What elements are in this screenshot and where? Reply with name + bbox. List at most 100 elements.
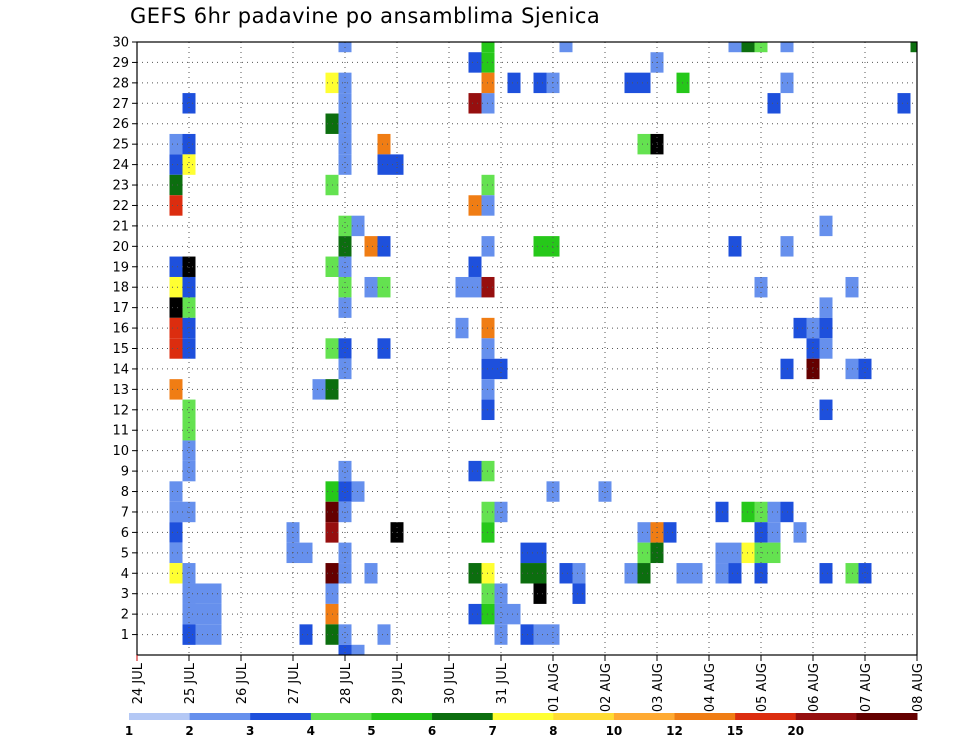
x-tick-label: 31 JUL bbox=[495, 662, 510, 704]
heatmap-cell bbox=[169, 256, 183, 277]
heatmap-cell bbox=[169, 481, 183, 502]
y-tick-label: 18 bbox=[112, 281, 129, 296]
heatmap-cell bbox=[182, 338, 196, 359]
heatmap-cell bbox=[728, 563, 742, 584]
heatmap-cell bbox=[819, 399, 833, 421]
heatmap-cell bbox=[169, 174, 183, 196]
y-tick-label: 6 bbox=[121, 526, 129, 541]
heatmap-cell bbox=[819, 215, 833, 237]
heatmap-cells bbox=[169, 42, 917, 655]
heatmap-cell bbox=[494, 583, 508, 604]
x-tick-label: 01 AUG bbox=[547, 663, 562, 712]
heatmap-cell bbox=[468, 195, 482, 216]
x-tick-label: 29 JUL bbox=[391, 662, 406, 704]
y-tick-label: 10 bbox=[112, 444, 129, 459]
heatmap-cell bbox=[637, 563, 651, 584]
colorbar-label: 15 bbox=[727, 724, 744, 738]
heatmap-cell bbox=[377, 276, 391, 298]
y-tick-label: 25 bbox=[112, 138, 129, 153]
heatmap-cell bbox=[377, 624, 391, 645]
heatmap-cell bbox=[481, 42, 495, 53]
y-tick-label: 1 bbox=[121, 628, 129, 643]
heatmap-cell bbox=[169, 338, 183, 359]
y-tick-label: 17 bbox=[112, 301, 129, 316]
heatmap-cell bbox=[364, 563, 378, 584]
colorbar-swatch bbox=[553, 713, 615, 720]
x-tick-label: 08 AUG bbox=[911, 663, 926, 712]
heatmap-cell bbox=[169, 133, 183, 155]
y-tick-label: 12 bbox=[112, 403, 129, 418]
heatmap-cell bbox=[208, 583, 222, 604]
heatmap-cell bbox=[468, 460, 482, 482]
heatmap-cell bbox=[910, 42, 917, 53]
heatmap-cell bbox=[468, 93, 482, 114]
heatmap-cell bbox=[637, 542, 651, 564]
heatmap-cell bbox=[728, 236, 742, 257]
colorbar-swatch bbox=[795, 713, 857, 720]
y-tick-label: 30 bbox=[112, 36, 129, 51]
heatmap-cell bbox=[338, 256, 352, 277]
heatmap-cell bbox=[182, 624, 196, 645]
heatmap-cell bbox=[338, 563, 352, 584]
heatmap-cell bbox=[754, 501, 768, 523]
y-tick-label: 28 bbox=[112, 76, 129, 91]
heatmap-cell bbox=[741, 42, 755, 53]
heatmap-cell bbox=[468, 52, 482, 73]
heatmap-cell bbox=[468, 603, 482, 625]
heatmap-cell bbox=[767, 522, 781, 543]
x-tick-label: 24 JUL bbox=[131, 662, 146, 704]
colorbar-swatch bbox=[492, 713, 554, 720]
heatmap-cell bbox=[624, 563, 638, 584]
heatmap-cell bbox=[494, 358, 508, 380]
colorbar-swatch bbox=[310, 713, 372, 720]
heatmap-cell bbox=[728, 42, 742, 53]
heatmap-cell bbox=[468, 276, 482, 298]
y-tick-label: 21 bbox=[112, 219, 129, 234]
heatmap-cell bbox=[169, 276, 183, 298]
colorbar-swatch bbox=[856, 713, 918, 720]
heatmap-cell bbox=[754, 563, 768, 584]
heatmap-cell bbox=[169, 154, 183, 175]
y-tick-label: 23 bbox=[112, 179, 129, 194]
colorbar: 1 2 3 4 5 6 7 8 10 12 15 20 bbox=[125, 713, 918, 738]
heatmap-cell bbox=[819, 317, 833, 339]
heatmap-cell bbox=[819, 297, 833, 318]
heatmap-cell bbox=[637, 522, 651, 543]
y-tick-label: 16 bbox=[112, 322, 129, 337]
heatmap-cell bbox=[507, 72, 521, 94]
colorbar-label: 5 bbox=[367, 724, 375, 738]
heatmap-cell bbox=[169, 297, 183, 318]
heatmap-cell bbox=[468, 256, 482, 277]
heatmap-cell bbox=[624, 72, 638, 94]
y-tick-label: 11 bbox=[112, 424, 129, 439]
heatmap-cell bbox=[533, 624, 547, 645]
heatmap-cell bbox=[338, 358, 352, 380]
heatmap-cell bbox=[533, 236, 547, 257]
heatmap-cell bbox=[572, 563, 586, 584]
heatmap-cell bbox=[858, 358, 872, 380]
heatmap-cell bbox=[299, 624, 313, 645]
heatmap-cell bbox=[182, 93, 196, 114]
heatmap-cell bbox=[533, 583, 547, 604]
heatmap-cell bbox=[338, 113, 352, 134]
heatmap-cell bbox=[338, 624, 352, 645]
heatmap-cell bbox=[182, 133, 196, 155]
heatmap-cell bbox=[169, 195, 183, 216]
heatmap-cell bbox=[819, 563, 833, 584]
y-tick-label: 24 bbox=[112, 158, 129, 173]
colorbar-swatch bbox=[735, 713, 797, 720]
heatmap-cell bbox=[533, 542, 547, 564]
heatmap-cell bbox=[182, 603, 196, 625]
heatmap-cell bbox=[351, 644, 365, 655]
heatmap-cell bbox=[364, 276, 378, 298]
heatmap-cell bbox=[338, 154, 352, 175]
chart-title: GEFS 6hr padavine po ansamblima Sjenica bbox=[130, 4, 601, 28]
heatmap-cell bbox=[637, 133, 651, 155]
grid-lines bbox=[137, 42, 918, 655]
heatmap-cell bbox=[858, 563, 872, 584]
heatmap-cell bbox=[533, 563, 547, 584]
colorbar-swatch bbox=[129, 713, 191, 720]
heatmap-cell bbox=[182, 460, 196, 482]
heatmap-cell bbox=[182, 501, 196, 523]
heatmap-cell bbox=[338, 501, 352, 523]
